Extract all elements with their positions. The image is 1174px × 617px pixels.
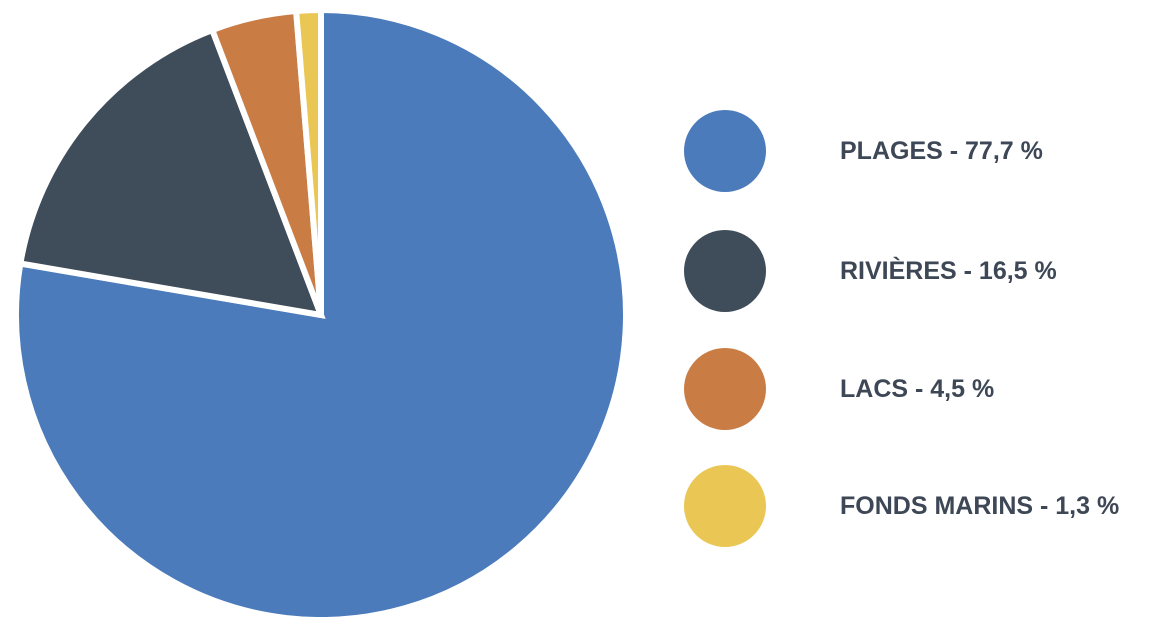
legend-swatch-rivieres — [684, 230, 766, 312]
legend-item-lacs: LACS - 4,5 % — [684, 348, 1174, 430]
legend-label-rivieres: RIVIÈRES - 16,5 % — [840, 256, 1057, 285]
legend-item-plages: PLAGES - 77,7 % — [684, 110, 1174, 192]
legend-item-fonds-marins: FONDS MARINS - 1,3 % — [684, 465, 1174, 547]
pie-slice-fonds-marins — [292, 6, 324, 316]
legend-swatch-plages — [684, 110, 766, 192]
legend-label-plages: PLAGES - 77,7 % — [840, 136, 1043, 165]
legend-item-rivieres: RIVIÈRES - 16,5 % — [684, 230, 1174, 312]
legend-label-fonds-marins: FONDS MARINS - 1,3 % — [840, 491, 1120, 520]
legend-label-lacs: LACS - 4,5 % — [840, 374, 995, 403]
legend-swatch-fonds-marins — [684, 465, 766, 547]
pie-chart-svg — [13, 6, 629, 617]
legend-swatch-lacs — [684, 348, 766, 430]
pie-slice-rivieres — [16, 26, 326, 319]
pie-slices — [13, 6, 629, 617]
